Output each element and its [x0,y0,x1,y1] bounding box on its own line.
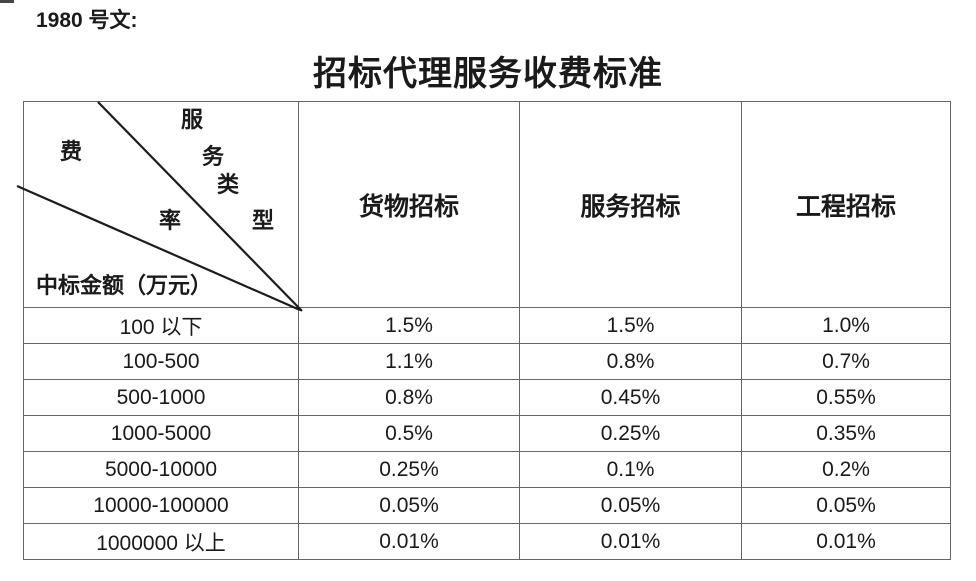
rate-cell-engineering: 0.35% [741,415,951,452]
amount-range-cell: 100 以下 [23,307,299,344]
corner-label-service-type-char-2: 务 [202,144,225,169]
rate-cell-service: 1.5% [519,307,742,344]
corner-label-fee-rate-char-1: 费 [60,139,83,164]
amount-range-cell: 100-500 [23,343,299,380]
rate-cell-service: 0.01% [519,523,742,560]
corner-label-service-type-char-4: 型 [252,208,275,233]
rate-cell-engineering: 0.05% [741,487,951,524]
page-title: 招标代理服务收费标准 [313,56,663,93]
corner-diagonal-cell: 服 务 类 型 费 率 中标金额（万元） [24,102,298,307]
table-row: 10000-100000 0.05% 0.05% 0.05% [23,487,951,524]
corner-label-service-type-char-3: 类 [217,172,240,197]
table-row: 5000-10000 0.25% 0.1% 0.2% [23,451,951,488]
rate-cell-service: 0.1% [519,451,742,488]
rate-cell-goods: 0.5% [298,415,520,452]
corner-label-service-type-char-1: 服 [181,107,204,132]
rate-cell-service: 0.05% [519,487,742,524]
rate-cell-service: 0.45% [519,379,742,416]
rate-cell-goods: 1.1% [298,343,520,380]
table-corner-cell: 服 务 类 型 费 率 中标金额（万元） [23,101,299,308]
page-edge-artifact [0,0,14,3]
rate-cell-goods: 1.5% [298,307,520,344]
table-header-row: 服 务 类 型 费 率 中标金额（万元） 货物招标 服务招标 工程招标 [23,101,951,308]
rate-cell-engineering: 0.2% [741,451,951,488]
rate-cell-engineering: 0.7% [741,343,951,380]
table-row: 1000000 以上 0.01% 0.01% 0.01% [23,523,951,560]
column-header-engineering-bidding: 工程招标 [741,101,951,308]
corner-label-fee-rate-char-2: 率 [159,208,182,233]
rate-cell-goods: 0.05% [298,487,520,524]
column-header-goods-bidding: 货物招标 [298,101,520,308]
rate-cell-service: 0.8% [519,343,742,380]
amount-range-cell: 1000000 以上 [23,523,299,560]
rate-cell-goods: 0.25% [298,451,520,488]
table-row: 1000-5000 0.5% 0.25% 0.35% [23,415,951,452]
corner-label-bid-amount: 中标金额（万元） [36,273,213,298]
table-row: 100 以下 1.5% 1.5% 1.0% [23,307,951,344]
table-row: 100-500 1.1% 0.8% 0.7% [23,343,951,380]
amount-range-cell: 10000-100000 [23,487,299,524]
amount-range-cell: 1000-5000 [23,415,299,452]
doc-reference: 1980 号文: [36,9,138,32]
rate-cell-engineering: 1.0% [741,307,951,344]
rate-cell-engineering: 0.01% [741,523,951,560]
fee-standard-table: 服 务 类 型 费 率 中标金额（万元） 货物招标 服务招标 工程招标 100 … [23,101,951,560]
rate-cell-goods: 0.01% [298,523,520,560]
amount-range-cell: 500-1000 [23,379,299,416]
rate-cell-service: 0.25% [519,415,742,452]
table-row: 500-1000 0.8% 0.45% 0.55% [23,379,951,416]
amount-range-cell: 5000-10000 [23,451,299,488]
rate-cell-goods: 0.8% [298,379,520,416]
rate-cell-engineering: 0.55% [741,379,951,416]
column-header-service-bidding: 服务招标 [519,101,742,308]
